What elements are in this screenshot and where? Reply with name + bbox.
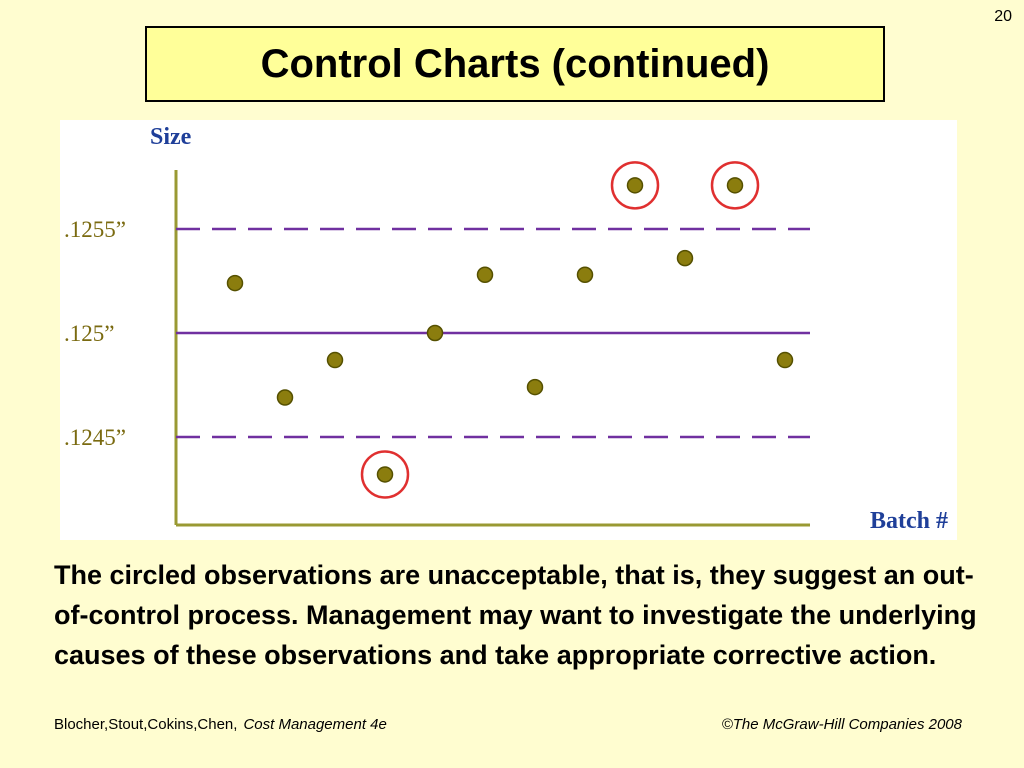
control-chart-svg: Size Batch # .1255” .125” .1245” [64, 124, 948, 534]
x-axis-label: Batch # [870, 508, 948, 534]
upper-limit-tick-label: .1255” [64, 217, 126, 242]
data-point-8 [576, 266, 594, 284]
data-point-12 [776, 351, 794, 369]
center-tick-label: .125” [64, 321, 114, 346]
data-points [226, 161, 794, 499]
out-of-control-marker-9 [610, 161, 660, 210]
data-point-1 [226, 274, 244, 292]
data-point-6 [476, 266, 494, 284]
data-point-11 [726, 177, 744, 194]
slide-number: 20 [994, 8, 1012, 25]
title-box: Control Charts (continued) [145, 26, 885, 102]
footer-book: Cost Management 4e [243, 716, 387, 733]
footer-copyright: ©The McGraw-Hill Companies 2008 [721, 716, 962, 733]
data-point-10 [676, 249, 694, 267]
slide-title: Control Charts (continued) [260, 41, 770, 86]
data-point-5 [426, 324, 444, 342]
y-axis-label: Size [150, 124, 192, 150]
footer-citation: Blocher,Stout,Cokins,Chen, Cost Managemen… [54, 716, 387, 733]
footer-authors: Blocher,Stout,Cokins,Chen, [54, 716, 238, 733]
data-point-2 [276, 389, 294, 406]
data-point-9 [626, 177, 644, 194]
out-of-control-marker-4 [360, 450, 410, 499]
explanation-text: The circled observations are unacceptabl… [54, 560, 977, 670]
data-point-4 [376, 466, 394, 483]
control-chart: Size Batch # .1255” .125” .1245” [60, 120, 957, 540]
out-of-control-marker-11 [710, 161, 760, 210]
data-point-7 [526, 378, 544, 396]
lower-limit-tick-label: .1245” [64, 425, 126, 450]
data-point-3 [326, 351, 344, 369]
